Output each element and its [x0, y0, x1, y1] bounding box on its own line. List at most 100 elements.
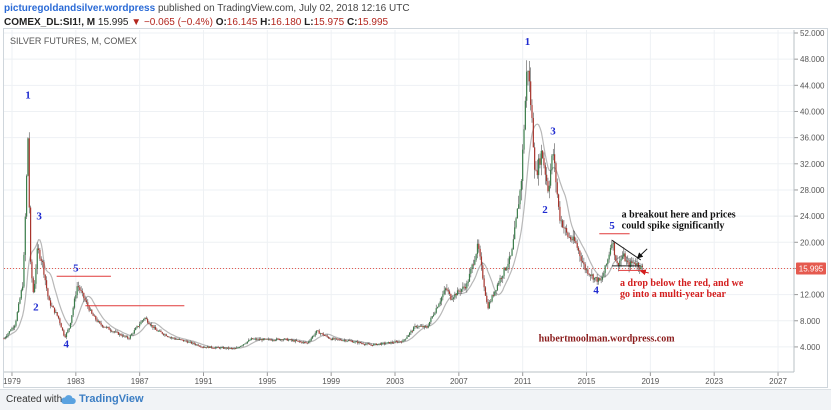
candle-body [213, 348, 215, 349]
candle-body [3, 338, 5, 340]
candle-body [176, 339, 178, 340]
candle-body [11, 327, 13, 331]
candle-body [492, 295, 495, 296]
candle-body [464, 287, 467, 289]
x-tick-label: 2023 [705, 377, 723, 386]
candle-body [65, 332, 68, 338]
candle-body [511, 249, 513, 256]
y-tick-label: 8.000 [800, 317, 821, 326]
candle-body [559, 206, 561, 221]
candle-body [269, 338, 271, 340]
price-chart[interactable]: 52.00048.00044.00040.00036.00032.00028.0… [0, 0, 831, 389]
close-value: 15.995 [357, 17, 389, 28]
candle-body [585, 269, 588, 271]
candle-body [181, 339, 183, 341]
candle-body [620, 258, 622, 261]
candle-body [337, 338, 339, 340]
candle-body [579, 250, 581, 257]
candle-body [224, 347, 226, 349]
candle-body [148, 322, 150, 325]
candle-body [567, 232, 569, 237]
candle-body [240, 346, 242, 348]
candle-body [185, 340, 187, 342]
candle-body [151, 324, 153, 326]
candle-body [116, 331, 118, 333]
x-tick-label: 2015 [578, 377, 596, 386]
candle-body [583, 262, 585, 265]
candle-body [375, 343, 377, 346]
candle-body [292, 340, 294, 341]
author-link[interactable]: picturegoldandsilver.wordpress [4, 3, 156, 14]
candle-body [438, 304, 440, 308]
candle-body [495, 290, 497, 292]
candle-body [256, 338, 258, 340]
candle-body [210, 346, 213, 348]
candle-body [358, 342, 360, 344]
y-tick-label: 32.000 [800, 160, 825, 169]
wave-label: 1 [525, 36, 531, 48]
candle-body [447, 289, 449, 292]
candle-body [238, 347, 241, 348]
chart-frame[interactable] [3, 28, 828, 388]
candle-body [452, 297, 455, 299]
candle-body [627, 260, 629, 263]
publish-line: picturegoldandsilver.wordpress published… [4, 3, 410, 14]
candle-body [482, 265, 484, 279]
candle-body [601, 276, 604, 280]
candle-body [531, 105, 533, 118]
candle-body [161, 332, 163, 334]
candle-body [387, 342, 389, 343]
candle-body [298, 340, 300, 342]
price-change: ▼ −0.065 (−0.4%) [131, 17, 213, 28]
candle-body [105, 326, 108, 328]
wave-label: 1 [25, 89, 31, 101]
x-tick-label: 1987 [131, 377, 149, 386]
x-tick-label: 1999 [322, 377, 340, 386]
candle-body [143, 319, 145, 321]
x-tick-label: 1995 [258, 377, 276, 386]
candle-body [281, 339, 283, 341]
candle-body [305, 342, 307, 344]
candle-body [200, 346, 202, 348]
candle-body [100, 323, 102, 325]
candle-body [347, 340, 350, 342]
candle-body [382, 342, 384, 344]
candle-body [87, 302, 89, 307]
candle-body [115, 331, 117, 333]
annotation-breakout-line: a breakout here and prices [622, 209, 736, 220]
candle-body [188, 341, 190, 343]
candle-body [592, 274, 594, 280]
candle-body [462, 286, 464, 290]
candle-body [318, 330, 320, 334]
candle-body [500, 278, 503, 279]
candle-body [7, 333, 9, 336]
candle-body [512, 239, 514, 250]
candle-body [29, 207, 32, 262]
candle-body [93, 315, 96, 317]
candle-body [605, 264, 608, 266]
close-label: C: [346, 17, 358, 28]
open-value: 16.145 [226, 17, 258, 28]
candle-body [264, 338, 266, 340]
candle-body [342, 340, 344, 342]
candle-body [362, 343, 364, 345]
candle-body [204, 347, 206, 348]
published-note: published on TradingView.com, July 02, 2… [157, 3, 410, 14]
last-price-badge [796, 262, 826, 275]
candle-body [33, 283, 36, 293]
high-label: H: [260, 17, 271, 28]
candle-body [232, 348, 234, 350]
tradingview-logo-text[interactable]: TradingView [79, 393, 144, 405]
candle-body [299, 341, 302, 343]
candle-body [104, 326, 106, 328]
candle-body [26, 175, 28, 217]
candle-body [230, 348, 233, 349]
candle-body [234, 348, 237, 350]
candle-body [48, 296, 50, 301]
candle-body [164, 334, 166, 336]
candle-body [306, 342, 308, 344]
y-tick-label: 52.000 [800, 29, 825, 38]
candle-body [113, 331, 115, 333]
candle-body [250, 338, 252, 340]
candle-body [41, 260, 44, 262]
